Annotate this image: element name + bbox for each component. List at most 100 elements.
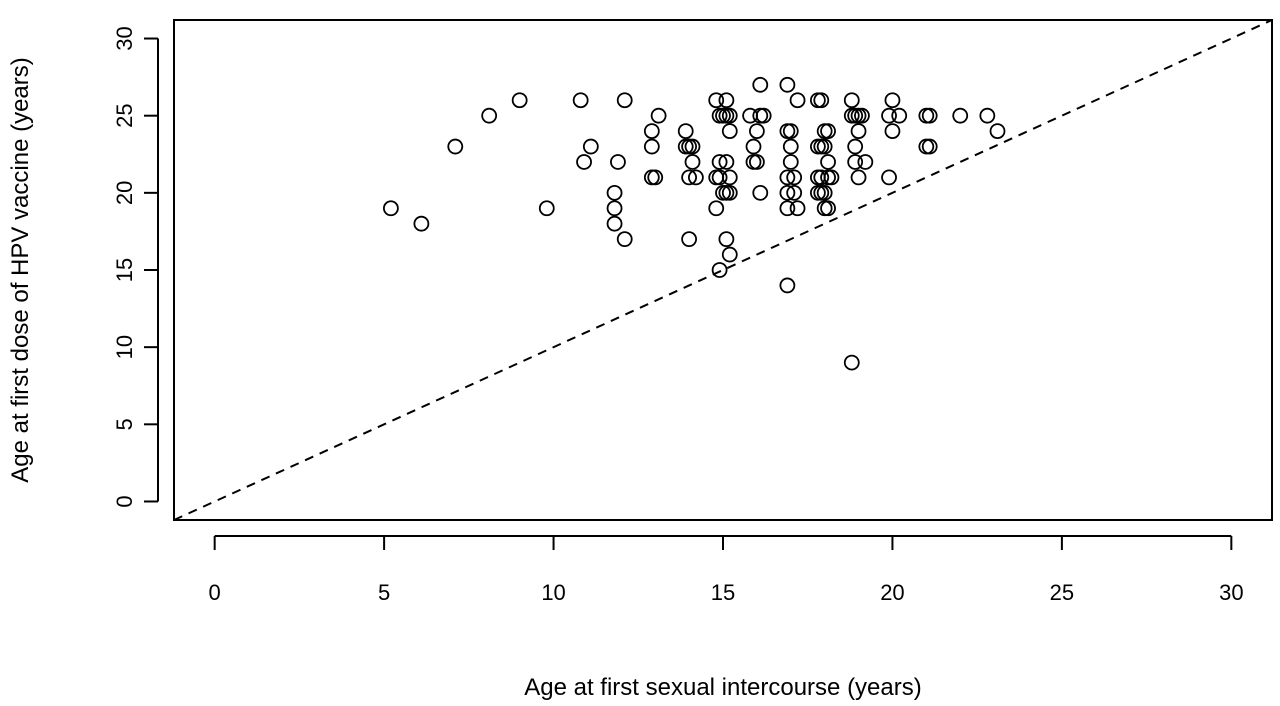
data-point xyxy=(711,169,728,186)
data-point xyxy=(748,154,765,170)
data-point xyxy=(606,200,623,217)
y-tick-label: 5 xyxy=(112,418,137,430)
data-point xyxy=(481,107,498,124)
y-tick-label: 25 xyxy=(112,103,137,127)
data-point xyxy=(643,123,660,140)
data-point xyxy=(721,246,738,263)
data-point xyxy=(820,154,836,170)
data-point xyxy=(779,169,796,186)
data-point xyxy=(881,107,897,124)
data-point xyxy=(677,123,694,140)
data-point xyxy=(816,184,833,201)
data-point xyxy=(647,169,664,186)
data-point xyxy=(610,154,626,170)
data-point xyxy=(918,138,935,155)
data-point xyxy=(582,138,599,155)
data-point xyxy=(643,138,660,155)
data-point xyxy=(721,123,738,140)
data-point xyxy=(745,138,762,155)
data-point xyxy=(884,123,901,140)
data-point xyxy=(782,154,799,170)
data-point xyxy=(779,200,796,217)
data-point xyxy=(718,231,735,248)
data-point xyxy=(681,169,698,186)
data-point xyxy=(779,277,796,294)
y-tick-label: 0 xyxy=(112,495,137,507)
y-axis: 0 5 10 15 20 25 30 xyxy=(112,26,159,508)
data-points xyxy=(382,76,1006,371)
data-point xyxy=(789,92,806,109)
data-point xyxy=(752,107,769,124)
data-point xyxy=(786,184,803,201)
data-point xyxy=(687,169,704,186)
data-point xyxy=(538,200,555,217)
data-point xyxy=(786,169,803,186)
x-tick-label: 25 xyxy=(1050,580,1074,605)
data-point xyxy=(782,138,799,155)
data-point xyxy=(721,169,738,186)
data-point xyxy=(813,184,830,201)
data-point xyxy=(979,107,996,124)
y-axis-title: Age at first dose of HPV vaccine (years) xyxy=(7,57,34,483)
data-point xyxy=(711,262,728,278)
data-point xyxy=(752,76,769,93)
data-point xyxy=(779,184,796,201)
x-tick-label: 30 xyxy=(1219,580,1243,605)
data-point xyxy=(708,169,725,186)
data-point xyxy=(813,92,830,109)
x-axis-title: Age at first sexual intercourse (years) xyxy=(524,674,922,701)
x-tick-label: 15 xyxy=(711,580,735,605)
data-point xyxy=(779,76,796,93)
data-point xyxy=(816,200,833,217)
data-point xyxy=(748,123,765,140)
data-point xyxy=(850,123,867,140)
data-point xyxy=(755,107,772,124)
data-point xyxy=(511,92,528,109)
data-point xyxy=(684,138,701,155)
x-tick-label: 0 xyxy=(209,580,221,605)
y-tick-label: 30 xyxy=(112,26,137,50)
y-tick-label: 10 xyxy=(112,335,137,359)
data-point xyxy=(789,200,806,217)
data-point xyxy=(718,92,735,109)
data-point xyxy=(643,169,660,186)
data-point xyxy=(782,123,799,140)
data-point xyxy=(854,107,870,124)
data-point xyxy=(847,138,864,155)
data-point xyxy=(745,154,762,170)
data-point xyxy=(779,123,796,140)
data-point xyxy=(752,184,769,201)
plot-frame xyxy=(173,19,1273,521)
x-tick-label: 10 xyxy=(541,580,565,605)
x-axis: 0 5 10 15 20 25 30 xyxy=(209,535,1244,605)
data-point xyxy=(813,169,830,186)
data-point xyxy=(816,123,833,140)
x-tick-label: 20 xyxy=(880,580,904,605)
data-point xyxy=(721,184,738,201)
data-point xyxy=(884,92,901,109)
data-point xyxy=(847,154,864,170)
data-point xyxy=(843,92,860,109)
data-point xyxy=(606,215,623,232)
data-point xyxy=(576,154,592,170)
data-point xyxy=(684,154,701,170)
x-tick-label: 5 xyxy=(378,580,390,605)
data-point xyxy=(850,169,867,186)
data-point xyxy=(681,138,698,155)
data-point xyxy=(718,184,735,201)
data-point xyxy=(989,123,1006,140)
data-point xyxy=(891,107,908,124)
data-point xyxy=(606,184,623,201)
data-point xyxy=(708,200,725,217)
data-point xyxy=(616,231,633,248)
y-tick-label: 20 xyxy=(112,181,137,205)
data-point xyxy=(382,200,399,217)
data-point xyxy=(809,92,826,109)
data-point xyxy=(572,92,589,109)
data-point xyxy=(918,107,935,124)
data-point xyxy=(711,154,728,170)
data-point xyxy=(921,138,938,155)
data-point xyxy=(881,169,897,186)
data-point xyxy=(650,107,667,124)
